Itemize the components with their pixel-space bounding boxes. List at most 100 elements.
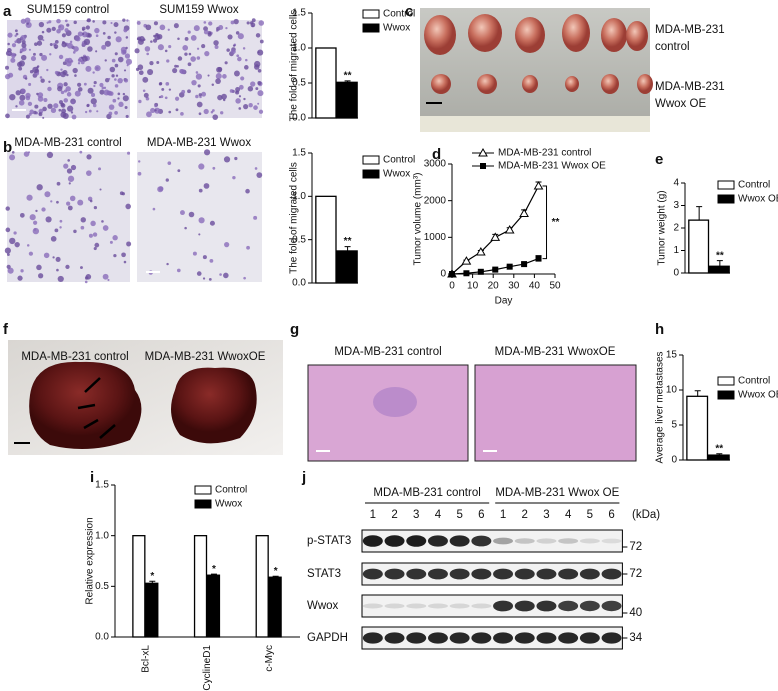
cell (138, 99, 142, 104)
y-tick-label: 0 (673, 268, 679, 279)
band (471, 603, 492, 609)
cell (73, 46, 79, 52)
cell (18, 66, 23, 71)
legend-swatch (194, 485, 212, 495)
cell (122, 92, 126, 96)
y-tick-label: 0 (440, 269, 446, 280)
cell (18, 100, 25, 106)
marker (477, 268, 484, 275)
cell (108, 111, 113, 116)
cell (207, 31, 212, 35)
cell (67, 175, 75, 182)
y-tick-label: 1000 (424, 232, 447, 243)
cell (86, 170, 92, 176)
band (493, 568, 514, 580)
cell (184, 226, 187, 230)
row-label: p-STAT3 (307, 535, 351, 547)
cell (137, 36, 142, 41)
cell (238, 107, 242, 110)
cell (66, 73, 69, 77)
cell (64, 28, 69, 33)
cell (30, 56, 36, 62)
panel-label: c (405, 3, 413, 20)
cell (144, 46, 151, 52)
band (514, 632, 535, 644)
annotation: ** (344, 71, 352, 82)
cell (54, 40, 59, 44)
row-label: Wwox (307, 600, 339, 612)
band (471, 632, 492, 644)
cell (202, 277, 206, 280)
bar (255, 535, 269, 638)
cell (113, 254, 117, 258)
kda-label: 34 (629, 632, 642, 644)
cell (108, 104, 115, 110)
stain (373, 387, 417, 417)
x-tick-label: 0 (449, 281, 455, 292)
cell (40, 78, 45, 83)
band (536, 568, 557, 580)
cell (95, 50, 98, 53)
cell (94, 27, 100, 34)
cell (158, 186, 164, 192)
cell (67, 42, 73, 49)
cell (177, 37, 180, 40)
y-tick-label: 0.0 (292, 278, 306, 289)
error-bar (344, 246, 351, 251)
cell (37, 96, 44, 102)
cell (164, 49, 168, 53)
band (514, 600, 535, 612)
cell (184, 52, 188, 56)
cell (47, 86, 52, 92)
cell (51, 26, 56, 32)
cell (96, 110, 99, 113)
error-bar (149, 580, 156, 584)
cell (17, 61, 23, 68)
bar (268, 576, 282, 638)
cell (60, 72, 63, 75)
cell (114, 63, 119, 68)
cell (147, 68, 154, 76)
y-tick-label: 0.5 (95, 581, 109, 592)
y-tick-label: 1.5 (95, 480, 109, 491)
legend-swatch (194, 499, 212, 509)
cell (4, 73, 11, 80)
band (427, 535, 448, 547)
annotation: * (274, 566, 278, 577)
cell (91, 92, 96, 97)
cell (193, 25, 200, 32)
cell (15, 105, 18, 108)
cell (48, 80, 51, 83)
marker (533, 180, 544, 190)
cell (237, 56, 242, 62)
cell (181, 89, 186, 94)
band (471, 535, 492, 547)
cell (232, 44, 236, 47)
cell (84, 110, 88, 114)
lane-label: 5 (456, 509, 462, 521)
cell (254, 167, 258, 170)
legend-label: Wwox (383, 23, 410, 34)
x-tick-label: 30 (508, 281, 520, 292)
kda-label: 72 (629, 541, 642, 553)
cell (124, 53, 130, 59)
cell (195, 71, 199, 74)
marker (506, 263, 513, 270)
cell (250, 22, 256, 28)
cell (203, 108, 209, 115)
cell (114, 84, 119, 88)
cell (6, 253, 10, 256)
cell (250, 81, 256, 87)
cell (248, 103, 253, 108)
cell (77, 82, 82, 87)
cell (7, 42, 10, 46)
legend-label: Wwox (383, 169, 410, 180)
cell (79, 150, 83, 154)
cell (213, 40, 219, 46)
cell (85, 25, 90, 30)
y-tick-label: 1.0 (292, 43, 306, 54)
x-tick-label: 50 (549, 281, 561, 292)
cell (72, 51, 76, 54)
